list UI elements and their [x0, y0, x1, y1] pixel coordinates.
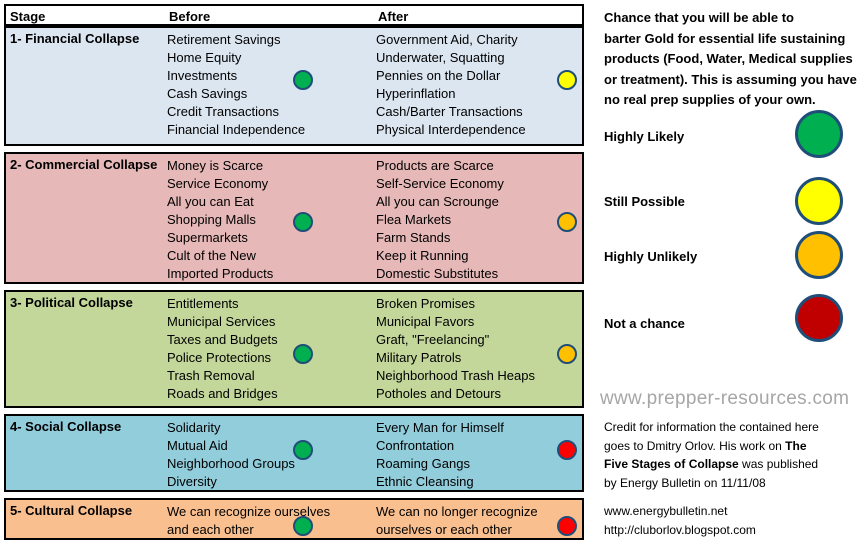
before-chance-indicator — [293, 212, 313, 232]
stage-name: 5- Cultural Collapse — [10, 503, 133, 518]
legend-circle — [795, 177, 843, 225]
after-item: Neighborhood Trash Heaps — [376, 368, 535, 383]
before-item: Financial Independence — [167, 122, 306, 137]
before-item: Police Protections — [167, 350, 272, 365]
before-item: Supermarkets — [167, 230, 248, 245]
legend-label: Highly Unlikely — [604, 249, 698, 264]
before-item: Shopping Malls — [167, 212, 256, 227]
before-item: Investments — [167, 68, 238, 83]
before-list: Solidarity Mutual Aid Neighborhood Groups D… — [167, 419, 295, 491]
before-item: Taxes and Budgets — [167, 332, 278, 347]
after-item: Ethnic Cleansing — [376, 474, 474, 489]
legend-label: Still Possible — [604, 194, 685, 209]
after-item: All you can Scrounge — [376, 194, 499, 209]
after-item: Self-Service Economy — [376, 176, 504, 191]
before-item: Home Equity — [167, 50, 242, 65]
link-cluborlov[interactable]: http://cluborlov.blogspot.com — [604, 522, 756, 537]
legend-circle — [795, 231, 843, 279]
stage-row: 3- Political Collapse Entitlements Municip… — [4, 290, 584, 408]
legend-label: Not a chance — [604, 316, 685, 331]
after-item: Underwater, Squatting — [376, 50, 505, 65]
before-item: Service Economy — [167, 176, 269, 191]
credit-text: Credit for information the contained her… — [604, 420, 819, 490]
after-item: Domestic Substitutes — [376, 266, 499, 281]
after-item: Military Patrols — [376, 350, 462, 365]
stage-row: 5- Cultural Collapse We can recognize our… — [4, 498, 584, 540]
table-header: Stage Before After — [4, 4, 584, 26]
after-item: Pennies on the Dollar — [376, 68, 501, 83]
after-list: Products are Scarce Self-Service Economy A… — [376, 157, 504, 283]
after-item: Products are Scarce — [376, 158, 494, 173]
before-item: Neighborhood Groups — [167, 456, 295, 471]
after-chance-indicator — [557, 344, 577, 364]
legend-circle — [795, 294, 843, 342]
before-item: Mutual Aid — [167, 438, 228, 453]
after-item: Municipal Favors — [376, 314, 475, 329]
after-item: Roaming Gangs — [376, 456, 470, 471]
before-item: Entitlements — [167, 296, 239, 311]
after-list: Broken Promises Municipal Favors Graft, "F… — [376, 295, 535, 403]
before-item: All you can Eat — [167, 194, 254, 209]
after-item: Hyperinflation — [376, 86, 456, 101]
stage-name: 4- Social Collapse — [10, 419, 122, 434]
legend-label: Highly Likely — [604, 129, 685, 144]
after-item: Farm Stands — [376, 230, 451, 245]
stage-row: 1- Financial Collapse Retirement Savings H… — [4, 26, 584, 146]
after-item: Flea Markets — [376, 212, 452, 227]
after-item: Potholes and Detours — [376, 386, 502, 401]
before-list: Entitlements Municipal Services Taxes and … — [167, 295, 278, 403]
before-item: Roads and Bridges — [167, 386, 278, 401]
after-list: Government Aid, Charity Underwater, Squat… — [376, 31, 526, 139]
before-chance-indicator — [293, 440, 313, 460]
stage-row: 4- Social Collapse Solidarity Mutual Aid Ne… — [4, 414, 584, 492]
after-item: Physical Interdependence — [376, 122, 526, 137]
stage-name: 1- Financial Collapse — [10, 31, 140, 46]
before-item: Diversity — [167, 474, 217, 489]
after-item: ourselves or each other — [376, 522, 512, 537]
after-list: Every Man for Himself Confrontation Roamin… — [376, 419, 504, 491]
before-list: Money is Scarce Service Economy All you ca… — [167, 157, 273, 283]
after-chance-indicator — [557, 440, 577, 460]
stage-name: 3- Political Collapse — [10, 295, 133, 310]
stage-row: 2- Commercial Collapse Money is Scarce Ser… — [4, 152, 584, 284]
after-item: Broken Promises — [376, 296, 475, 311]
header-before: Before — [169, 9, 211, 24]
stage-name: 2- Commercial Collapse — [10, 157, 158, 172]
after-chance-indicator — [557, 516, 577, 536]
before-item: Money is Scarce — [167, 158, 264, 173]
before-item: We can recognize ourselves — [167, 504, 331, 519]
before-item: Municipal Services — [167, 314, 276, 329]
before-chance-indicator — [293, 70, 313, 90]
links: www.energybulletin.net http://cluborlov.… — [604, 502, 756, 539]
before-item: Credit Transactions — [167, 104, 279, 119]
before-list: Retirement Savings Home Equity Investments… — [167, 31, 305, 139]
before-item: Cult of the New — [167, 248, 256, 263]
after-item: Cash/Barter Transactions — [376, 104, 523, 119]
before-chance-indicator — [293, 516, 313, 536]
after-item: Keep it Running — [376, 248, 469, 263]
link-energybulletin[interactable]: www.energybulletin.net — [604, 504, 728, 518]
after-item: Confrontation — [376, 438, 455, 453]
header-after: After — [378, 9, 409, 24]
before-item: and each other — [167, 522, 254, 537]
after-chance-indicator — [557, 70, 577, 90]
before-item: Solidarity — [167, 420, 221, 435]
before-item: Imported Products — [167, 266, 274, 281]
watermark: www.prepper-resources.com — [600, 388, 850, 409]
after-chance-indicator — [557, 212, 577, 232]
legend-circle — [795, 110, 843, 158]
header-stage: Stage — [10, 9, 46, 24]
after-item: Graft, "Freelancing" — [376, 332, 490, 347]
after-item: We can no longer recognize — [376, 504, 538, 519]
after-list: We can no longer recognize ourselves or e… — [376, 503, 538, 539]
after-item: Government Aid, Charity — [376, 32, 518, 47]
before-item: Retirement Savings — [167, 32, 281, 47]
after-item: Every Man for Himself — [376, 420, 504, 435]
before-list: We can recognize ourselves and each other — [167, 503, 330, 539]
before-chance-indicator — [293, 344, 313, 364]
intro-text: Chance that you will be able to barter G… — [604, 10, 857, 107]
before-item: Trash Removal — [167, 368, 255, 383]
before-item: Cash Savings — [167, 86, 248, 101]
